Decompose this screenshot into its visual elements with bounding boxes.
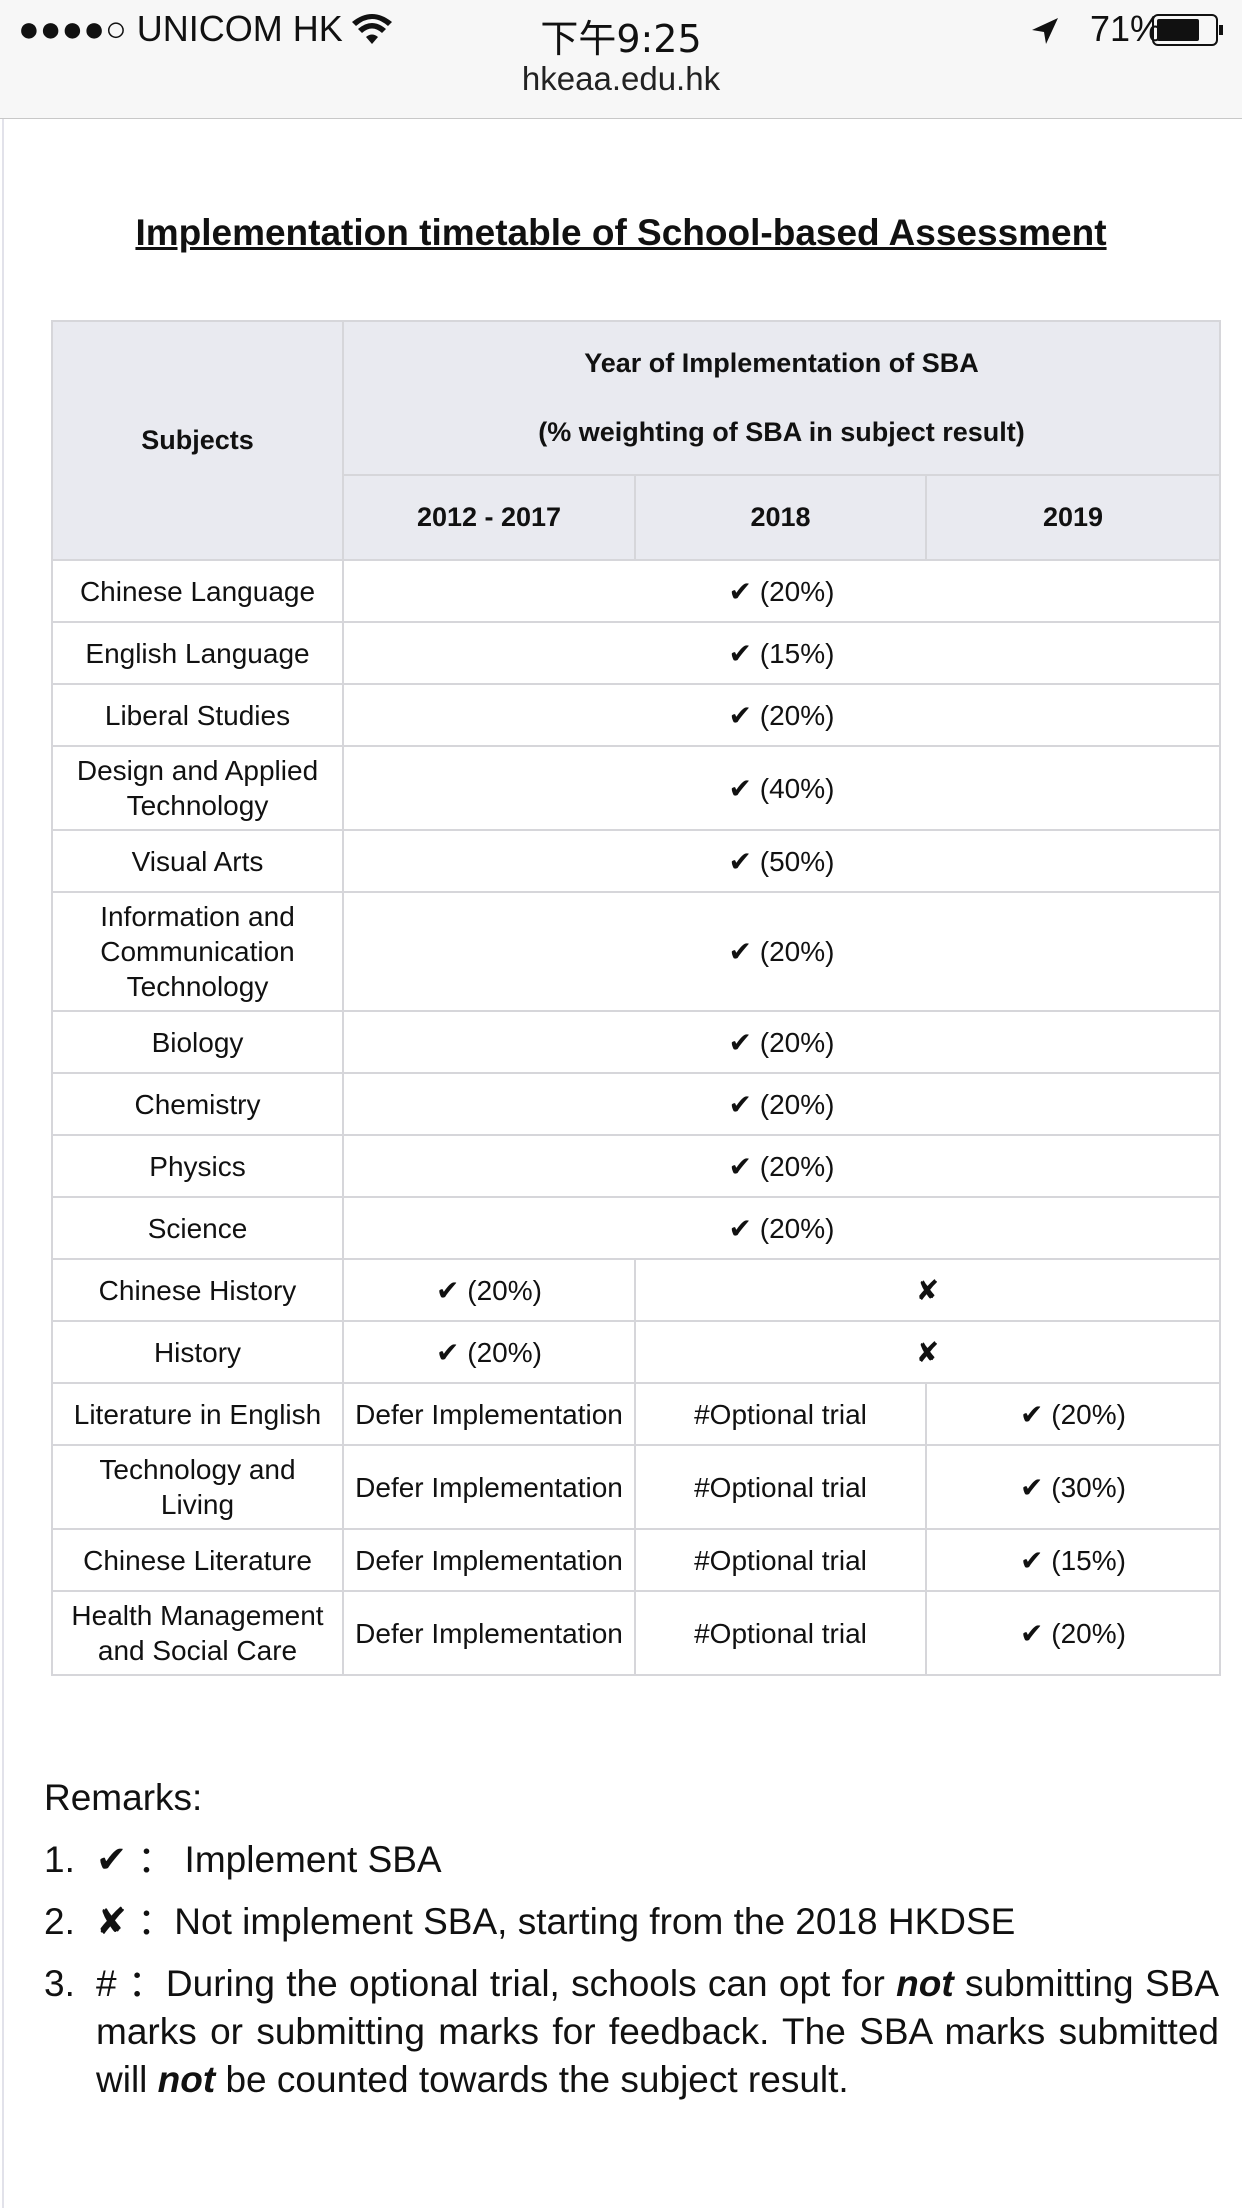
remark-part: # ：During the optional trial, schools ca… xyxy=(96,1963,897,2004)
subject-cell: Chemistry xyxy=(51,1072,344,1136)
table-row: Biology ✔ (20%) xyxy=(51,1010,1222,1074)
carrier: ●●●●○ UNICOM HK xyxy=(18,8,343,49)
group-header: Year of Implementation of SBA (% weighti… xyxy=(341,320,1222,476)
status-cell: ✔ (20%) xyxy=(924,1382,1222,1446)
remark-part: ✘ ：Not implement SBA, starting from the … xyxy=(96,1901,1016,1942)
table-row: Chinese Language ✔ (20%) xyxy=(51,559,1222,623)
subject-cell: Chinese Language xyxy=(51,559,344,623)
status-cell: ✔ (40%) xyxy=(341,745,1222,831)
table-row: Chemistry ✔ (20%) xyxy=(51,1072,1222,1136)
remark-item: 2. ✘ ：Not implement SBA, starting from th… xyxy=(44,1898,1219,1946)
status-cell: ✔ (20%) xyxy=(341,891,1222,1012)
remark-text: ✘ ：Not implement SBA, starting from the … xyxy=(96,1898,1219,1946)
table-row: History ✔ (20%) ✘ xyxy=(51,1320,1222,1384)
status-cell: ✔ (20%) xyxy=(341,1072,1222,1136)
year-header: 2018 xyxy=(634,474,927,561)
remark-text: ✔ ： Implement SBA xyxy=(96,1836,1219,1884)
year-header: 2019 xyxy=(924,474,1222,561)
subject-cell: Physics xyxy=(51,1134,344,1198)
subject-cell: Literature in English xyxy=(51,1382,344,1446)
status-cell: ✔ (15%) xyxy=(341,621,1222,685)
subject-cell: Chinese Literature xyxy=(51,1528,344,1592)
remark-number: 3. xyxy=(44,1963,75,2004)
remarks: Remarks: 1. ✔ ： Implement SBA 2. ✘ ：Not imp… xyxy=(44,1774,1219,2104)
status-bar: ●●●●○ UNICOM HK 下午9:25 71% hkeaa.edu.hk xyxy=(0,0,1242,119)
status-cell: Defer Implementation xyxy=(342,1528,636,1592)
location-icon xyxy=(1032,18,1058,44)
status-cell: ✔ (20%) xyxy=(342,1320,636,1384)
remark-item: 1. ✔ ： Implement SBA xyxy=(44,1836,1219,1884)
table-row: Physics ✔ (20%) xyxy=(51,1134,1222,1198)
year-header: 2012 - 2017 xyxy=(342,474,636,561)
subject-cell: Biology xyxy=(51,1010,344,1074)
status-cell: #Optional trial xyxy=(634,1590,927,1676)
wifi-icon xyxy=(352,14,392,44)
table-row: Science ✔ (20%) xyxy=(51,1196,1222,1260)
status-cell: ✔ (20%) xyxy=(341,1196,1222,1260)
table-row: Technology and Living Defer Implementatio… xyxy=(51,1444,1222,1530)
status-cell: ✔ (20%) xyxy=(341,1134,1222,1198)
status-cell: #Optional trial xyxy=(634,1444,927,1530)
remark-emphasis: not xyxy=(896,1963,954,2004)
status-cell: ✔ (20%) xyxy=(341,559,1222,623)
subject-cell: Liberal Studies xyxy=(51,683,344,747)
table-row: Literature in English Defer Implementatio… xyxy=(51,1382,1222,1446)
remark-number: 1. xyxy=(44,1839,75,1880)
battery-level: 71% xyxy=(1089,8,1162,49)
table-row: Liberal Studies ✔ (20%) xyxy=(51,683,1222,747)
status-cell: ✔ (20%) xyxy=(342,1258,636,1322)
subject-cell: Design and Applied Technology xyxy=(51,745,344,831)
table-row: English Language ✔ (15%) xyxy=(51,621,1222,685)
group-title: Year of Implementation of SBA xyxy=(584,348,979,378)
status-cell: Defer Implementation xyxy=(342,1590,636,1676)
battery-icon xyxy=(1152,14,1223,46)
subject-cell: Information and Communication Technology xyxy=(51,891,344,1012)
subject-cell: Chinese History xyxy=(51,1258,344,1322)
remark-part: ✔ ： Implement SBA xyxy=(96,1839,442,1880)
remark-text: # ：During the optional trial, schools ca… xyxy=(96,1960,1219,2104)
group-subtitle: (% weighting of SBA in subject result) xyxy=(538,417,1025,447)
subject-cell: English Language xyxy=(51,621,344,685)
table-row: Chinese History ✔ (20%) ✘ xyxy=(51,1258,1222,1322)
url[interactable]: hkeaa.edu.hk xyxy=(521,60,721,97)
status-cell: #Optional trial xyxy=(634,1382,927,1446)
status-cell: ✘ xyxy=(633,1320,1222,1384)
remark-item: 3. # ：During the optional trial, schools … xyxy=(44,1960,1219,2104)
remark-part: be counted towards the subject result. xyxy=(215,2059,849,2100)
table-row: Design and Applied Technology ✔ (40%) xyxy=(51,745,1222,831)
status-cell: Defer Implementation xyxy=(342,1444,636,1530)
subject-cell: History xyxy=(51,1320,344,1384)
table-row: Visual Arts ✔ (50%) xyxy=(51,829,1222,893)
subject-cell: Health Management and Social Care xyxy=(51,1590,344,1676)
timetable: Subjects Year of Implementation of SBA (… xyxy=(51,320,1222,1676)
subject-cell: Visual Arts xyxy=(51,829,344,893)
remark-part: submitting SBA marks or submitting marks… xyxy=(96,1963,1219,2100)
table-row: Information and Communication Technology… xyxy=(51,891,1222,1012)
subject-cell: Technology and Living xyxy=(51,1444,344,1530)
subject-cell: Science xyxy=(51,1196,344,1260)
page-edge xyxy=(2,119,4,2208)
table-row: Health Management and Social Care Defer I… xyxy=(51,1590,1222,1676)
status-cell: ✘ xyxy=(633,1258,1222,1322)
subjects-header: Subjects xyxy=(51,320,344,561)
status-cell: Defer Implementation xyxy=(342,1382,636,1446)
status-cell: ✔ (20%) xyxy=(341,683,1222,747)
page-title: Implementation timetable of School-based… xyxy=(135,212,1107,253)
status-cell: ✔ (30%) xyxy=(924,1444,1222,1530)
status-cell: ✔ (15%) xyxy=(924,1528,1222,1592)
table-row: Chinese Literature Defer Implementation #O… xyxy=(51,1528,1222,1592)
status-cell: #Optional trial xyxy=(634,1528,927,1592)
status-cell: ✔ (20%) xyxy=(924,1590,1222,1676)
status-cell: ✔ (50%) xyxy=(341,829,1222,893)
remark-emphasis: not xyxy=(157,2059,216,2100)
clock: 下午9:25 xyxy=(540,17,702,61)
remark-number: 2. xyxy=(44,1901,75,1942)
status-cell: ✔ (20%) xyxy=(341,1010,1222,1074)
remarks-heading: Remarks: xyxy=(44,1777,203,1818)
